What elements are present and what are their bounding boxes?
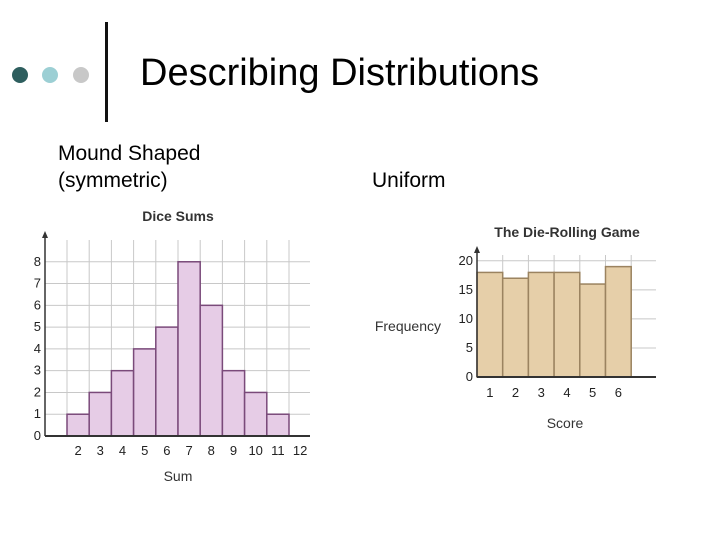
die-rolling-bar bbox=[501, 277, 530, 378]
die-rolling-xlabel: Score bbox=[547, 415, 584, 431]
dice-sums-ytick-label: 1 bbox=[34, 406, 41, 421]
die-rolling-xtick-label: 6 bbox=[615, 385, 622, 400]
die-rolling-ytick-label: 15 bbox=[459, 282, 473, 297]
dice-sums-bar bbox=[177, 261, 201, 437]
dice-sums-bar bbox=[199, 304, 224, 437]
dice-sums-bar bbox=[221, 369, 246, 437]
die-rolling-bar bbox=[553, 271, 581, 378]
dice-sums-xtick-label: 4 bbox=[119, 443, 126, 458]
dice-sums-ytick-label: 3 bbox=[34, 363, 41, 378]
dice-sums-title: Dice Sums bbox=[142, 208, 214, 224]
dice-sums-bar bbox=[266, 413, 290, 437]
die-rolling-ytick-label: 5 bbox=[466, 340, 473, 355]
dice-sums-ytick-label: 6 bbox=[34, 297, 41, 312]
dice-sums-bar bbox=[243, 391, 268, 437]
dice-sums-bar bbox=[110, 369, 135, 437]
die-rolling-title: The Die-Rolling Game bbox=[494, 224, 640, 240]
uniform-label: Uniform bbox=[372, 169, 446, 192]
slide-title: Describing Distributions bbox=[140, 52, 540, 94]
die-rolling-xtick-label: 5 bbox=[589, 385, 596, 400]
die-rolling-chart: The Die-Rolling Game Score Frequency 0 5 1… bbox=[375, 224, 656, 431]
dice-sums-bar bbox=[155, 326, 179, 437]
bullet-dot-dark bbox=[12, 67, 28, 83]
dice-sums-xtick-label: 9 bbox=[230, 443, 237, 458]
dice-sums-ytick-label: 4 bbox=[34, 341, 41, 356]
dice-sums-xtick-label: 7 bbox=[185, 443, 192, 458]
dice-sums-bar bbox=[66, 413, 90, 437]
dice-sums-xtick-label: 10 bbox=[248, 443, 262, 458]
die-rolling-bar bbox=[604, 265, 632, 378]
dice-sums-ytick-label: 7 bbox=[34, 276, 41, 291]
die-rolling-xtick-label: 1 bbox=[486, 385, 493, 400]
mound-shaped-label-line1: Mound Shaped bbox=[58, 142, 201, 165]
title-divider bbox=[105, 22, 108, 122]
dice-sums-bar bbox=[88, 391, 113, 437]
dice-sums-bar bbox=[132, 348, 157, 437]
bullet-dot-teal bbox=[42, 67, 58, 83]
dice-sums-xtick-label: 8 bbox=[208, 443, 215, 458]
die-rolling-xtick-label: 2 bbox=[512, 385, 519, 400]
dice-sums-xtick-label: 12 bbox=[293, 443, 307, 458]
die-rolling-ytick-label: 10 bbox=[459, 311, 473, 326]
bullet-dot-gray bbox=[73, 67, 89, 83]
dice-sums-ytick-label: 2 bbox=[34, 384, 41, 399]
die-rolling-ylabel: Frequency bbox=[375, 318, 441, 334]
die-rolling-ytick-label: 20 bbox=[459, 253, 473, 268]
dice-sums-ytick-label: 5 bbox=[34, 319, 41, 334]
dice-sums-xtick-label: 5 bbox=[141, 443, 148, 458]
dice-sums-xlabel: Sum bbox=[164, 468, 193, 484]
die-rolling-bar bbox=[579, 283, 607, 378]
die-rolling-bar bbox=[527, 271, 555, 378]
dice-sums-ytick-label: 8 bbox=[34, 254, 41, 269]
dice-sums-xtick-label: 2 bbox=[74, 443, 81, 458]
mound-shaped-label-line2: (symmetric) bbox=[58, 169, 168, 192]
die-rolling-bar bbox=[476, 271, 504, 378]
die-rolling-y-arrow bbox=[474, 246, 480, 253]
dice-sums-xtick-label: 11 bbox=[271, 443, 285, 458]
dice-sums-xtick-label: 6 bbox=[163, 443, 170, 458]
mound-shaped-label: Mound Shaped (symmetric) bbox=[58, 140, 200, 194]
dice-sums-ytick-label: 0 bbox=[34, 428, 41, 443]
die-rolling-xtick-label: 4 bbox=[563, 385, 570, 400]
dice-sums-y-arrow bbox=[42, 231, 48, 238]
die-rolling-xtick-label: 3 bbox=[538, 385, 545, 400]
dice-sums-xtick-label: 3 bbox=[97, 443, 104, 458]
die-rolling-ytick-label: 0 bbox=[466, 369, 473, 384]
